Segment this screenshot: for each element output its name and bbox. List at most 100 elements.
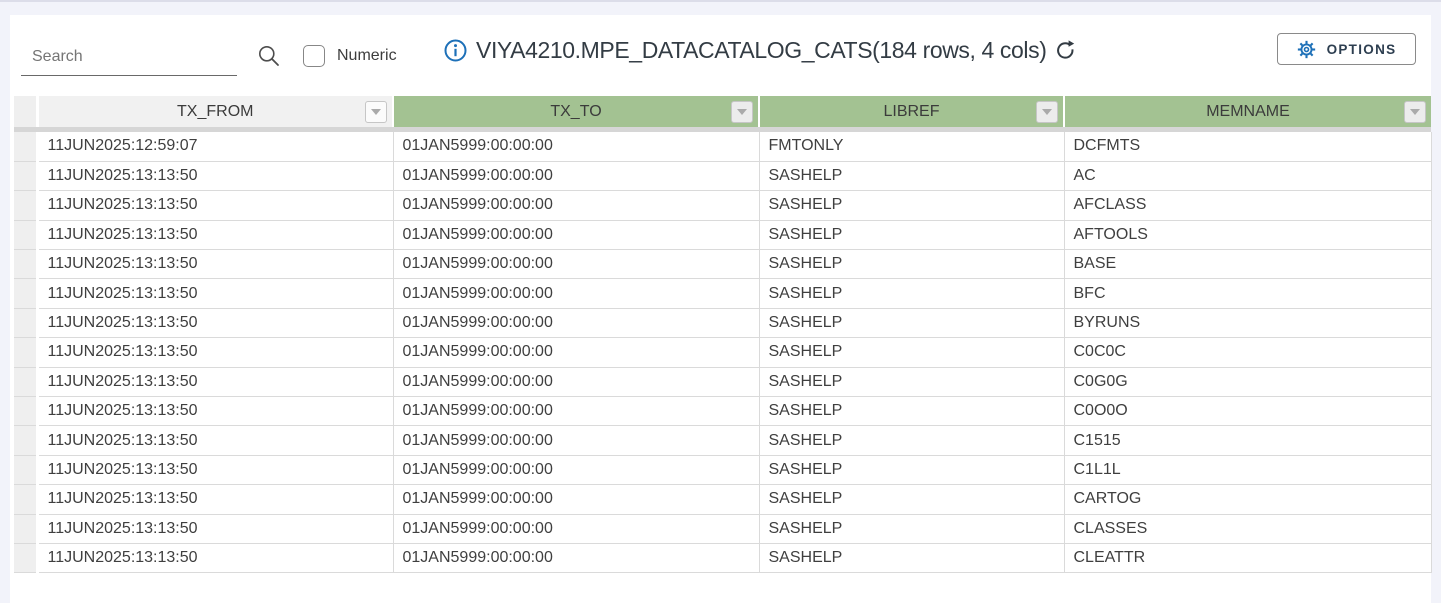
table-cell[interactable]: C0O0O [1064,396,1432,427]
table-cell[interactable]: SASHELP [759,367,1065,398]
filter-button-tx-from[interactable] [365,100,387,123]
row-selector[interactable] [14,455,39,486]
row-selector[interactable] [14,396,39,427]
table-cell[interactable]: 11JUN2025:13:13:50 [37,337,394,368]
table-cell[interactable]: CARTOG [1064,484,1432,515]
column-header-label: TX_FROM [177,102,254,120]
table-cell[interactable]: 01JAN5999:00:00:00 [393,396,760,427]
table-cell[interactable]: 11JUN2025:13:13:50 [37,484,394,515]
filter-button-libref[interactable] [1036,100,1058,123]
table-cell[interactable]: CLASSES [1064,514,1432,544]
table-cell[interactable]: BFC [1064,278,1432,309]
table-cell[interactable]: 01JAN5999:00:00:00 [393,543,760,574]
table-cell[interactable]: 01JAN5999:00:00:00 [393,308,760,339]
table-row: 11JUN2025:13:13:50 01JAN5999:00:00:00 SASH… [14,367,1432,398]
search-field-wrap [21,45,237,76]
table-cell[interactable]: 01JAN5999:00:00:00 [393,161,760,192]
refresh-icon[interactable] [1055,40,1076,61]
table-cell[interactable]: 01JAN5999:00:00:00 [393,514,760,544]
table-cell[interactable]: 11JUN2025:12:59:07 [37,132,394,162]
table-cell[interactable]: AFCLASS [1064,190,1432,221]
table-cell[interactable]: BYRUNS [1064,308,1432,339]
table-cell[interactable]: AC [1064,161,1432,192]
filter-dropdown-icon [1410,108,1420,115]
table-cell[interactable]: 11JUN2025:13:13:50 [37,425,394,456]
row-selector[interactable] [14,132,39,162]
options-button-label: OPTIONS [1326,41,1397,57]
table-cell[interactable]: SASHELP [759,543,1065,574]
table-cell[interactable]: SASHELP [759,161,1065,192]
search-icon[interactable] [258,45,280,72]
row-selector[interactable] [14,543,39,574]
table-cell[interactable]: 01JAN5999:00:00:00 [393,220,760,251]
numeric-checkbox[interactable] [303,45,325,67]
table-cell[interactable]: SASHELP [759,220,1065,251]
table-cell[interactable]: SASHELP [759,190,1065,221]
table-cell[interactable]: 11JUN2025:13:13:50 [37,249,394,280]
table-cell[interactable]: 01JAN5999:00:00:00 [393,367,760,398]
table-cell[interactable]: C1515 [1064,425,1432,456]
column-header-tx-from[interactable]: TX_FROM [37,96,393,127]
table-cell[interactable]: 11JUN2025:13:13:50 [37,455,394,486]
table-cell[interactable]: 01JAN5999:00:00:00 [393,484,760,515]
table-cell[interactable]: SASHELP [759,278,1065,309]
options-button[interactable]: OPTIONS [1277,33,1416,65]
table-cell[interactable]: 11JUN2025:13:13:50 [37,543,394,574]
search-input[interactable] [21,45,237,76]
column-header-tx-to[interactable]: TX_TO [392,96,759,127]
table-cell[interactable]: 11JUN2025:13:13:50 [37,514,394,544]
table-cell[interactable]: SASHELP [759,308,1065,339]
table-cell[interactable]: 11JUN2025:13:13:50 [37,396,394,427]
table-cell[interactable]: 01JAN5999:00:00:00 [393,249,760,280]
row-selector[interactable] [14,249,39,280]
table-cell[interactable]: SASHELP [759,337,1065,368]
table-cell[interactable]: 01JAN5999:00:00:00 [393,337,760,368]
table-cell[interactable]: C0G0G [1064,367,1432,398]
column-header-memname[interactable]: MEMNAME [1063,96,1431,127]
row-selector[interactable] [14,337,39,368]
row-selector[interactable] [14,190,39,221]
table-cell[interactable]: FMTONLY [759,132,1065,162]
table-cell[interactable]: 11JUN2025:13:13:50 [37,220,394,251]
table-cell[interactable]: 01JAN5999:00:00:00 [393,425,760,456]
table-cell[interactable]: SASHELP [759,249,1065,280]
table-cell[interactable]: SASHELP [759,514,1065,544]
table-cell[interactable]: 01JAN5999:00:00:00 [393,278,760,309]
table-cell[interactable]: C1L1L [1064,455,1432,486]
table-cell[interactable]: SASHELP [759,484,1065,515]
table-cell[interactable]: 11JUN2025:13:13:50 [37,161,394,192]
table-cell[interactable]: AFTOOLS [1064,220,1432,251]
select-all-corner[interactable] [14,96,39,127]
table-row: 11JUN2025:13:13:50 01JAN5999:00:00:00 SASH… [14,543,1432,574]
table-cell[interactable]: 11JUN2025:13:13:50 [37,308,394,339]
table-cell[interactable]: BASE [1064,249,1432,280]
table-cell[interactable]: 11JUN2025:13:13:50 [37,367,394,398]
table-cell[interactable]: 01JAN5999:00:00:00 [393,455,760,486]
info-icon[interactable] [444,39,467,62]
table-cell[interactable]: 01JAN5999:00:00:00 [393,190,760,221]
column-header-libref[interactable]: LIBREF [758,96,1064,127]
numeric-toggle-wrap: Numeric [303,45,397,67]
table-cell[interactable]: CLEATTR [1064,543,1432,574]
row-selector[interactable] [14,514,39,544]
row-selector[interactable] [14,425,39,456]
row-selector[interactable] [14,308,39,339]
row-selector[interactable] [14,161,39,192]
table-cell[interactable]: 11JUN2025:13:13:50 [37,190,394,221]
table-cell[interactable]: 01JAN5999:00:00:00 [393,132,760,162]
table-cell[interactable]: C0C0C [1064,337,1432,368]
table-cell[interactable]: SASHELP [759,425,1065,456]
table-row: 11JUN2025:13:13:50 01JAN5999:00:00:00 SASH… [14,337,1432,368]
table-cell[interactable]: 11JUN2025:13:13:50 [37,278,394,309]
row-selector[interactable] [14,484,39,515]
row-selector[interactable] [14,220,39,251]
filter-button-tx-to[interactable] [731,100,753,123]
table-cell[interactable]: SASHELP [759,455,1065,486]
table-row: 11JUN2025:13:13:50 01JAN5999:00:00:00 SASH… [14,308,1432,339]
row-selector[interactable] [14,278,39,309]
table-cell[interactable]: DCFMTS [1064,132,1432,162]
numeric-checkbox-label: Numeric [337,47,397,64]
row-selector[interactable] [14,367,39,398]
table-cell[interactable]: SASHELP [759,396,1065,427]
filter-button-memname[interactable] [1404,100,1426,123]
